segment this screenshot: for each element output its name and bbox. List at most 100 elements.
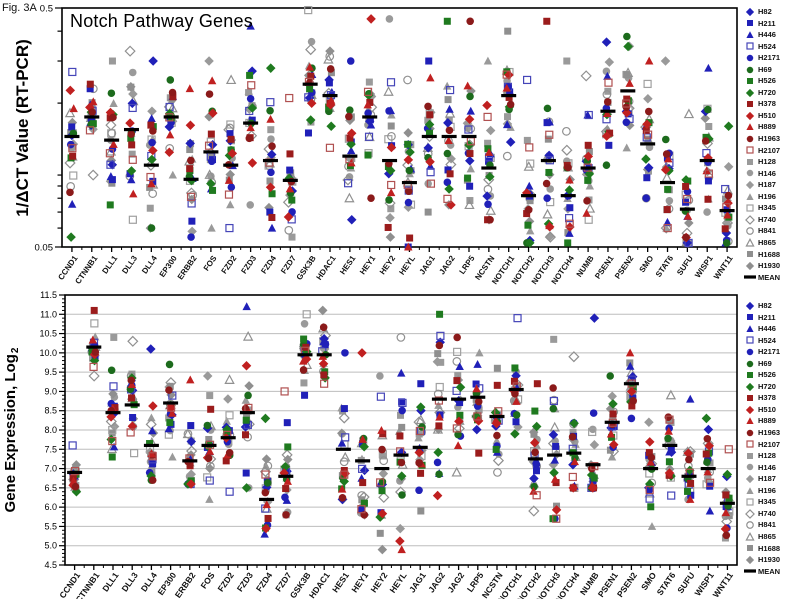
scatter-point bbox=[340, 405, 348, 413]
legend-label: H524 bbox=[758, 41, 776, 51]
scatter-point bbox=[385, 232, 396, 242]
y-tick-label: 5.5 bbox=[44, 521, 57, 531]
scatter-point bbox=[364, 109, 372, 117]
legend-label: H2107 bbox=[758, 145, 781, 155]
legend-marker-icon bbox=[746, 31, 754, 38]
y-tick-label: 6.0 bbox=[44, 502, 57, 512]
y-axis-ticks: 0.5 0.05 bbox=[35, 4, 62, 254]
scatter-point bbox=[186, 479, 196, 489]
x-category-label: FOS bbox=[198, 570, 216, 590]
scatter-point bbox=[492, 454, 505, 467]
scatter-point bbox=[223, 394, 233, 404]
scatter-point bbox=[502, 151, 512, 161]
scatter-point bbox=[247, 103, 258, 113]
scatter-point bbox=[565, 214, 574, 223]
scatter-point bbox=[511, 390, 519, 398]
scatter-point bbox=[622, 143, 631, 152]
scatter-point bbox=[532, 491, 541, 500]
scatter-point bbox=[626, 361, 635, 370]
scatter-point bbox=[531, 421, 542, 432]
scatter-point bbox=[128, 155, 137, 164]
scatter-point bbox=[299, 356, 308, 365]
scatter-point bbox=[433, 447, 443, 458]
mean-dash bbox=[679, 207, 695, 211]
scatter-point bbox=[704, 195, 712, 203]
scatter-point bbox=[549, 396, 558, 406]
mean-dash bbox=[401, 180, 417, 185]
scatter-point bbox=[105, 119, 117, 131]
scatter-point bbox=[358, 464, 367, 473]
y-tick-label: 5.0 bbox=[44, 541, 57, 551]
legend-marker-icon bbox=[747, 452, 753, 459]
scatter-point bbox=[512, 418, 520, 426]
scatter-point bbox=[565, 229, 574, 237]
legend-marker-icon bbox=[746, 204, 754, 212]
scatter-point bbox=[484, 139, 492, 147]
scatter-point bbox=[385, 165, 396, 176]
scatter-point bbox=[226, 120, 235, 129]
scatter-point bbox=[365, 78, 373, 86]
scatter-point bbox=[502, 70, 511, 79]
scatter-point bbox=[665, 197, 674, 205]
scatter-point bbox=[65, 85, 76, 96]
legend-marker-icon bbox=[745, 88, 755, 97]
mean-dash bbox=[501, 94, 517, 98]
scatter-point bbox=[304, 5, 313, 15]
x-category-label: JAG2 bbox=[426, 570, 447, 594]
scatter-point bbox=[285, 184, 295, 193]
scatter-point bbox=[704, 177, 712, 185]
legend-marker-icon bbox=[745, 237, 755, 247]
scatter-point bbox=[524, 221, 532, 229]
scatter-point bbox=[492, 436, 501, 445]
scatter-point bbox=[106, 412, 116, 422]
scatter-point bbox=[434, 350, 442, 358]
y-tick-label: 7.0 bbox=[44, 464, 57, 474]
legend-marker-icon bbox=[746, 227, 754, 235]
scatter-point bbox=[568, 351, 580, 363]
legend-marker-icon bbox=[746, 66, 754, 73]
scatter-point bbox=[360, 499, 368, 507]
scatter-point bbox=[266, 208, 274, 216]
scatter-point bbox=[185, 138, 195, 149]
scatter-point bbox=[586, 470, 597, 480]
scatter-point bbox=[455, 362, 464, 371]
scatter-point bbox=[166, 403, 176, 414]
legend-marker-icon bbox=[745, 301, 755, 310]
scatter-point bbox=[301, 391, 309, 399]
legend-label: H865 bbox=[758, 237, 776, 247]
mean-dash bbox=[262, 158, 278, 163]
scatter-point bbox=[645, 494, 654, 503]
scatter-point bbox=[69, 152, 77, 160]
scatter-point bbox=[165, 414, 173, 422]
legend-label: H2107 bbox=[758, 439, 781, 449]
x-category-label: STAT6 bbox=[655, 570, 678, 597]
scatter-point bbox=[623, 32, 631, 41]
scatter-point bbox=[454, 430, 462, 439]
scatter-point bbox=[606, 372, 614, 380]
x-category-label: FZD3 bbox=[235, 570, 256, 593]
scatter-point bbox=[89, 97, 98, 106]
scatter-point bbox=[148, 145, 158, 156]
x-category-label: FZD4 bbox=[259, 254, 278, 276]
scatter-point bbox=[204, 141, 214, 150]
scatter-point bbox=[661, 135, 670, 144]
scatter-point bbox=[424, 208, 432, 216]
scatter-point bbox=[474, 397, 483, 406]
mean-dash bbox=[600, 109, 616, 113]
x-category-label: JAG1 bbox=[407, 570, 428, 594]
scatter-point bbox=[338, 494, 347, 502]
scatter-point bbox=[643, 163, 654, 173]
scatter-point bbox=[168, 391, 177, 400]
mean-dash bbox=[322, 94, 338, 98]
scatter-point bbox=[267, 223, 277, 232]
legend-label: H69 bbox=[758, 64, 772, 74]
mean-dash bbox=[163, 401, 179, 405]
legend-marker-icon bbox=[745, 555, 755, 564]
scatter-point bbox=[625, 348, 635, 357]
scatter-point bbox=[493, 431, 501, 440]
scatter-point bbox=[494, 407, 503, 416]
scatter-point bbox=[720, 524, 731, 534]
legend-label: H526 bbox=[758, 370, 776, 380]
scatter-point bbox=[584, 202, 596, 213]
legend-item-H2171: H2171 bbox=[744, 52, 800, 64]
